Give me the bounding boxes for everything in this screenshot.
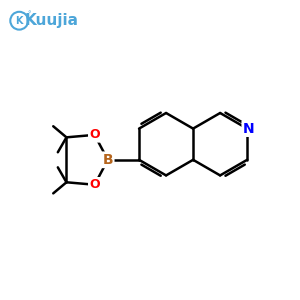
Text: °: ° — [28, 11, 31, 17]
Text: N: N — [243, 122, 254, 136]
Text: Kuujia: Kuujia — [25, 13, 79, 28]
Text: O: O — [89, 178, 100, 191]
Text: B: B — [103, 153, 113, 167]
Text: O: O — [89, 128, 100, 141]
Text: K: K — [16, 16, 23, 26]
